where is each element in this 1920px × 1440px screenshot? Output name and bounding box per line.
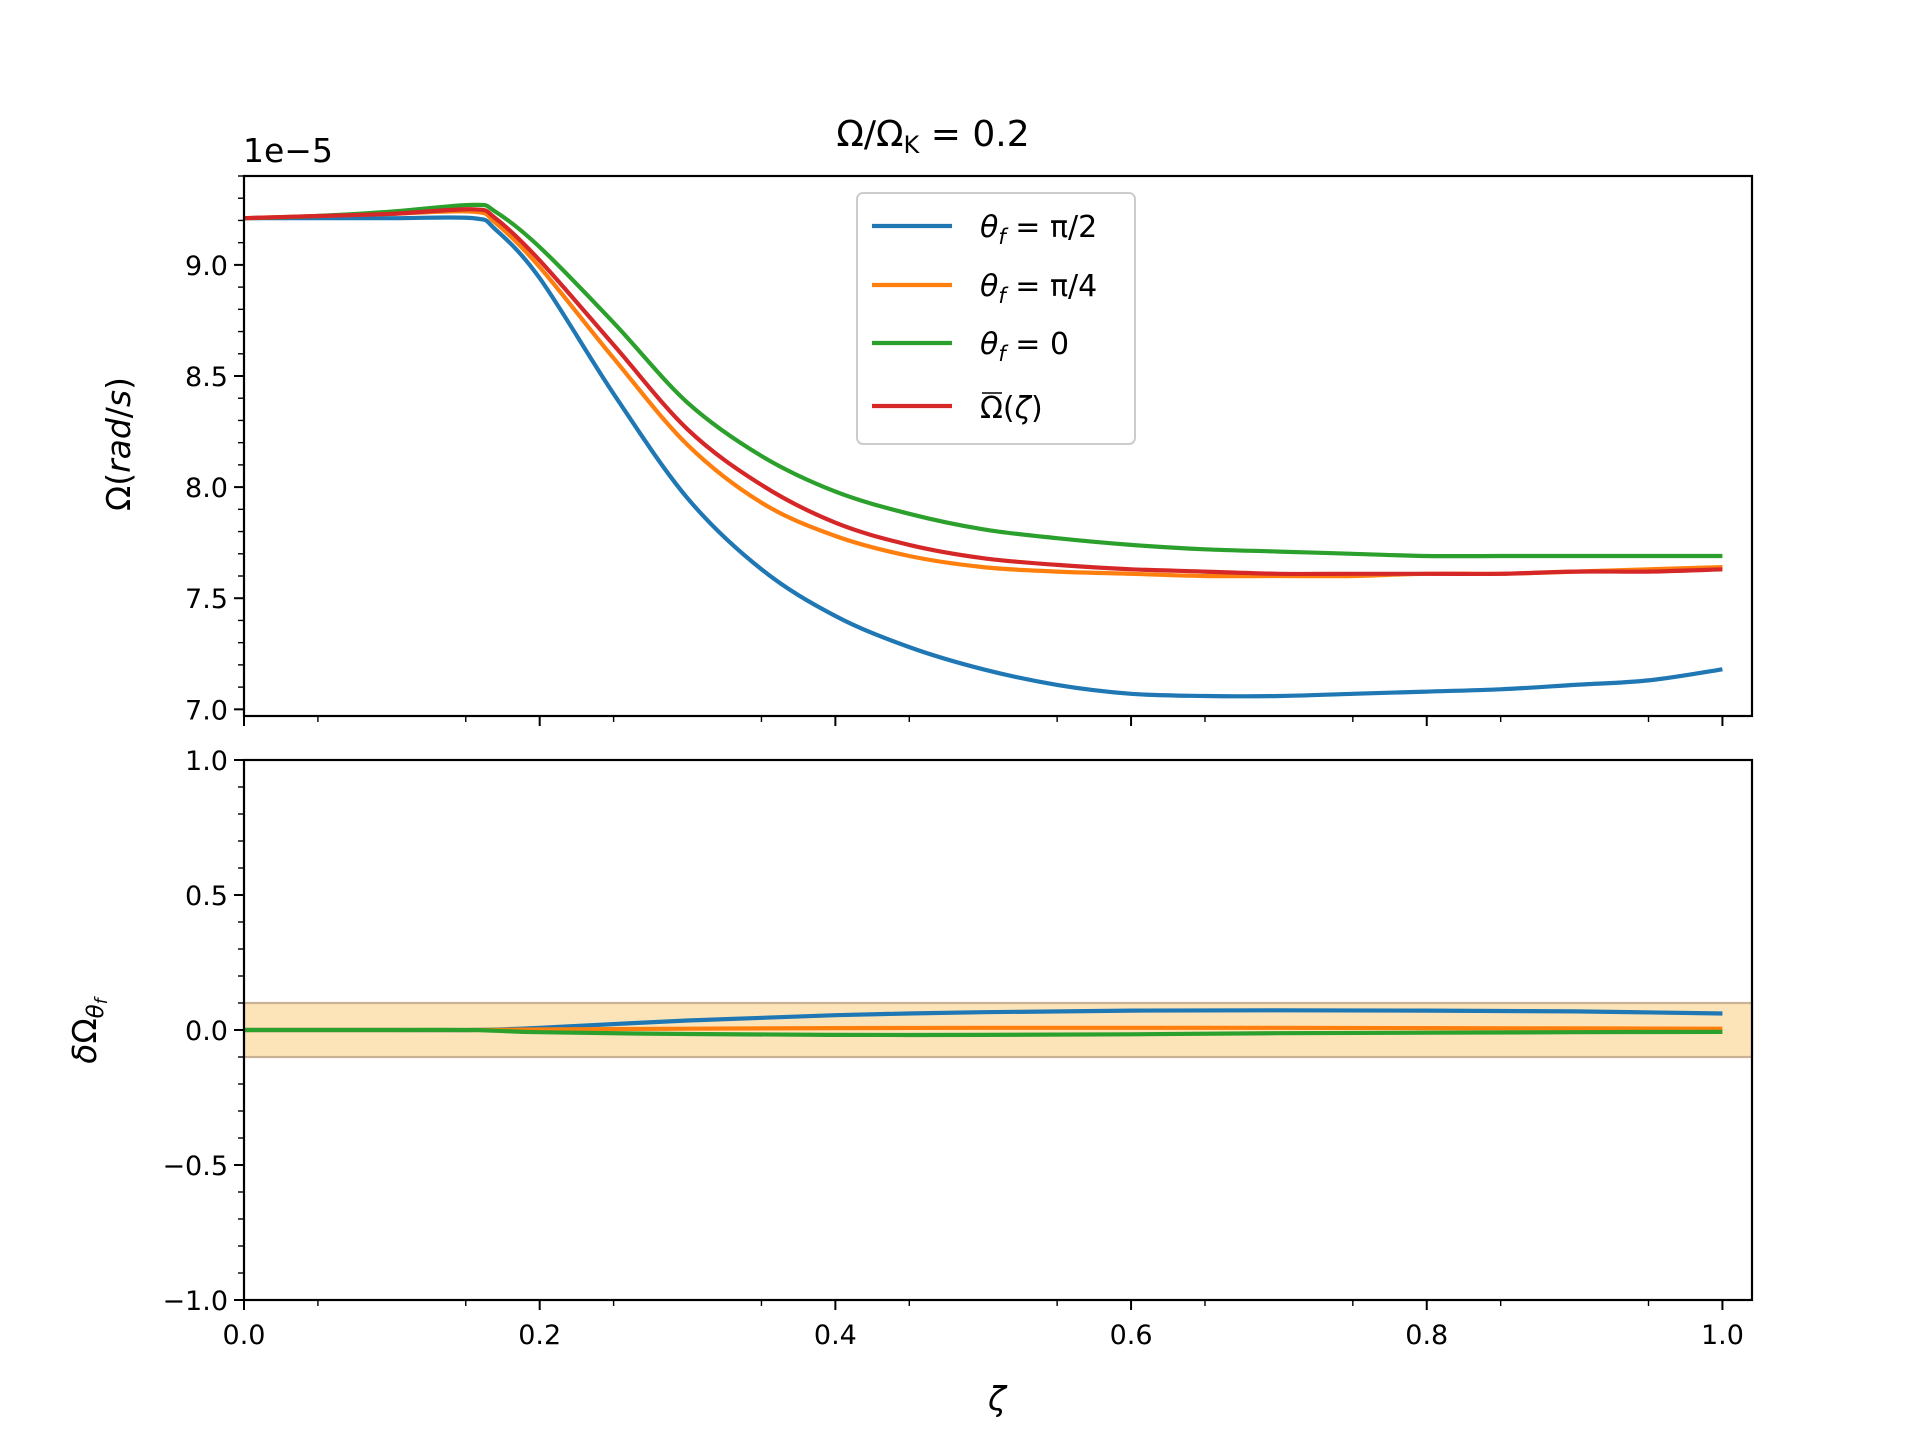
bottom-ytick-label: −1.0 <box>162 1286 228 1317</box>
top-y-ticks: 7.0 7.5 8.0 8.5 9.0 <box>185 175 244 726</box>
x-axis-label: ζ <box>987 1379 1008 1418</box>
top-series-group <box>243 202 1723 699</box>
top-ytick-label: 9.0 <box>185 251 228 282</box>
bottom-series-group <box>244 1008 1723 1038</box>
top-panel: Ω/ΩK = 0.2 1e−5 Ω(rad/s) 7.0 7.5 8.0 8.5 9.0… <box>99 114 1754 726</box>
top-ytick-label: 7.5 <box>185 584 228 615</box>
bottom-xtick-label: 1.0 <box>1701 1320 1744 1351</box>
bottom-series-line-2 <box>244 1027 1723 1038</box>
top-ytick-label: 8.0 <box>185 473 228 504</box>
top-plot-frame <box>242 174 1754 718</box>
bottom-ytick-label: 0.0 <box>185 1016 228 1047</box>
bottom-ytick-label: 1.0 <box>185 746 228 777</box>
bottom-xtick-label: 0.8 <box>1405 1320 1448 1351</box>
bottom-xtick-label: 0.4 <box>814 1320 857 1351</box>
top-series-line-2 <box>243 202 1723 559</box>
top-ytick-label: 8.5 <box>185 362 228 393</box>
top-series-line-0 <box>244 215 1723 699</box>
offset-text: 1e−5 <box>243 131 333 170</box>
bottom-x-ticks: 0.0 0.2 0.4 0.6 0.8 1.0 <box>223 1300 1744 1351</box>
top-series-line-3 <box>243 207 1723 577</box>
legend-label-pi-over-4: θf = π/4 <box>980 269 1097 308</box>
bottom-panel: δΩθf ζ −1.0−0.50.00.51.0 0.0 0.2 0.4 0.6 0.8… <box>65 746 1754 1418</box>
bottom-ytick-label: 0.5 <box>185 881 228 912</box>
legend-label-zero: θf = 0 <box>980 327 1069 366</box>
legend-frame <box>856 192 1136 445</box>
top-y-axis-label: Ω(rad/s) <box>99 377 138 511</box>
bottom-xtick-label: 0.6 <box>1110 1320 1153 1351</box>
chart-title: Ω/ΩK = 0.2 <box>836 114 1029 159</box>
legend: θf = π/2 θf = π/4 θf = 0 Ω(ζ) <box>856 192 1136 445</box>
bottom-ytick-label: −0.5 <box>162 1151 228 1182</box>
top-ytick-label: 7.0 <box>185 695 228 726</box>
bottom-y-ticks: −1.0 −0.5 0.0 0.5 1.0 <box>162 746 244 1317</box>
bottom-xtick-label: 0.2 <box>518 1320 561 1351</box>
legend-label-pi-over-2: θf = π/2 <box>980 210 1097 249</box>
bottom-plot-frame <box>242 758 1754 1302</box>
legend-label-mean: Ω(ζ) <box>980 391 1043 426</box>
bottom-xtick-label: 0.0 <box>223 1320 266 1351</box>
